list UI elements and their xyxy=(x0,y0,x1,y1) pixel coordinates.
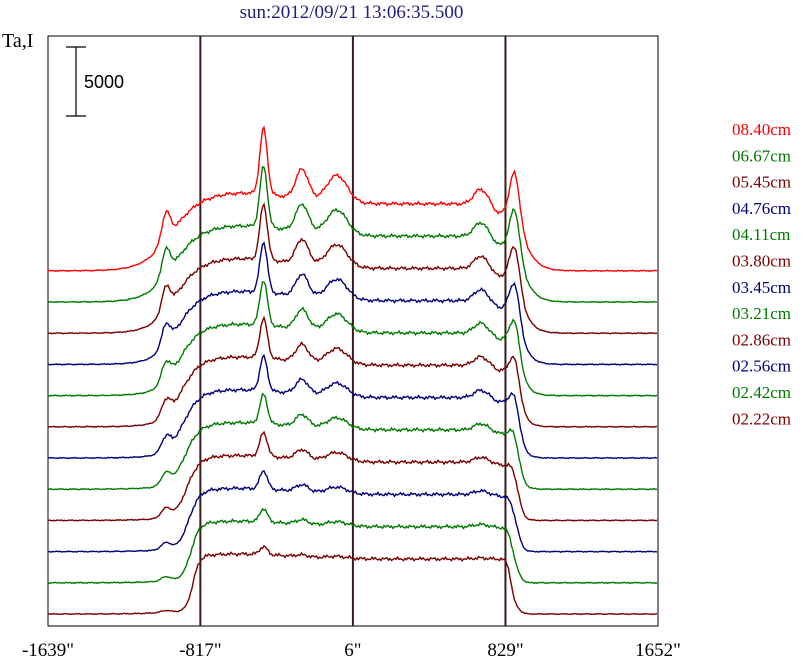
legend-item: 02.42cm xyxy=(732,383,791,402)
series-line-03.80cm xyxy=(47,315,658,429)
series-line-03.21cm xyxy=(47,392,658,491)
x-tick-label: 829" xyxy=(487,640,523,661)
legend-item: 08.40cm xyxy=(732,120,791,139)
x-tick-label: 1652" xyxy=(635,640,681,661)
series-line-02.56cm xyxy=(48,470,658,553)
legend-item: 02.56cm xyxy=(732,357,791,376)
chart-title: sun:2012/09/21 13:06:35.500 xyxy=(239,2,464,23)
series-line-05.45cm xyxy=(47,202,657,335)
series-line-06.67cm xyxy=(47,165,658,304)
series-line-04.76cm xyxy=(47,241,658,366)
x-tick-label: -1639" xyxy=(22,640,74,661)
scale-bar-label: 5000 xyxy=(84,72,124,92)
series-line-03.45cm xyxy=(47,353,658,460)
y-axis-label: Ta,I xyxy=(2,30,34,52)
scale-bar: 5000 xyxy=(66,46,124,117)
legend-item: 04.76cm xyxy=(732,199,791,218)
series-line-04.11cm xyxy=(47,281,658,397)
legend-item: 03.45cm xyxy=(732,278,791,297)
legend-item: 03.80cm xyxy=(732,252,791,271)
series-line-02.22cm xyxy=(47,544,658,616)
legend-item: 02.86cm xyxy=(732,330,791,349)
series-line-02.86cm xyxy=(47,430,658,522)
legend-item: 05.45cm xyxy=(732,173,791,192)
x-tick-label: -817" xyxy=(179,640,222,661)
legend-item: 06.67cm xyxy=(732,146,791,165)
series-line-08.40cm xyxy=(47,125,658,273)
series-line-02.42cm xyxy=(47,507,658,585)
legend-item: 02.22cm xyxy=(732,409,791,428)
legend-item: 04.11cm xyxy=(732,225,790,244)
x-tick-label: 6" xyxy=(344,640,361,661)
legend-item: 03.21cm xyxy=(732,304,791,323)
